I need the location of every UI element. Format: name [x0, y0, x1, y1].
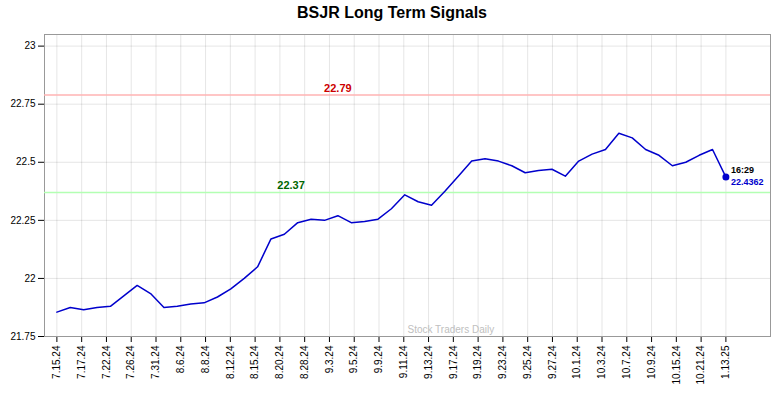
svg-text:8.15.24: 8.15.24 — [249, 345, 260, 379]
svg-text:9.5.24: 9.5.24 — [348, 345, 359, 373]
svg-text:16:29: 16:29 — [731, 165, 754, 175]
svg-text:9.11.24: 9.11.24 — [398, 345, 409, 378]
svg-text:22.37: 22.37 — [277, 179, 305, 191]
html-text:BSJR Long Term Signals: BSJR Long Term Signals — [297, 4, 487, 21]
svg-text:9.17.24: 9.17.24 — [448, 345, 459, 379]
svg-text:7.26.24: 7.26.24 — [125, 345, 136, 379]
svg-text:7.15.24: 7.15.24 — [51, 345, 62, 379]
svg-text:22.75: 22.75 — [10, 98, 35, 109]
svg-text:Stock Traders Daily: Stock Traders Daily — [408, 324, 495, 335]
svg-text:22: 22 — [24, 273, 36, 284]
svg-text:22.5: 22.5 — [16, 156, 36, 167]
svg-text:9.9.24: 9.9.24 — [373, 345, 384, 373]
svg-text:23: 23 — [24, 40, 36, 51]
svg-text:8.28.24: 8.28.24 — [299, 345, 310, 379]
svg-text:21.75: 21.75 — [10, 331, 35, 342]
svg-text:10.15.24: 10.15.24 — [671, 345, 682, 384]
svg-text:9.3.24: 9.3.24 — [324, 345, 335, 373]
svg-text:9.23.24: 9.23.24 — [497, 345, 508, 379]
svg-text:10.9.24: 10.9.24 — [646, 345, 657, 379]
svg-text:22.25: 22.25 — [10, 215, 35, 226]
svg-text:9.13.24: 9.13.24 — [423, 345, 434, 379]
svg-text:10.1.24: 10.1.24 — [571, 345, 582, 379]
svg-text:22.79: 22.79 — [324, 82, 352, 94]
svg-text:8.8.24: 8.8.24 — [200, 345, 211, 373]
svg-text:10.7.24: 10.7.24 — [621, 345, 632, 379]
svg-text:7.31.24: 7.31.24 — [150, 345, 161, 379]
svg-text:1.13.25: 1.13.25 — [720, 345, 731, 379]
svg-text:8.20.24: 8.20.24 — [274, 345, 285, 379]
svg-text:9.19.24: 9.19.24 — [472, 345, 483, 379]
svg-text:9.25.24: 9.25.24 — [522, 345, 533, 379]
svg-text:7.22.24: 7.22.24 — [101, 345, 112, 379]
svg-text:9.27.24: 9.27.24 — [547, 345, 558, 379]
svg-text:10.21.24: 10.21.24 — [695, 345, 706, 384]
svg-text:8.6.24: 8.6.24 — [175, 345, 186, 373]
svg-text:7.17.24: 7.17.24 — [76, 345, 87, 379]
svg-text:10.3.24: 10.3.24 — [596, 345, 607, 379]
svg-text:22.4362: 22.4362 — [731, 177, 764, 187]
svg-text:8.12.24: 8.12.24 — [225, 345, 236, 379]
